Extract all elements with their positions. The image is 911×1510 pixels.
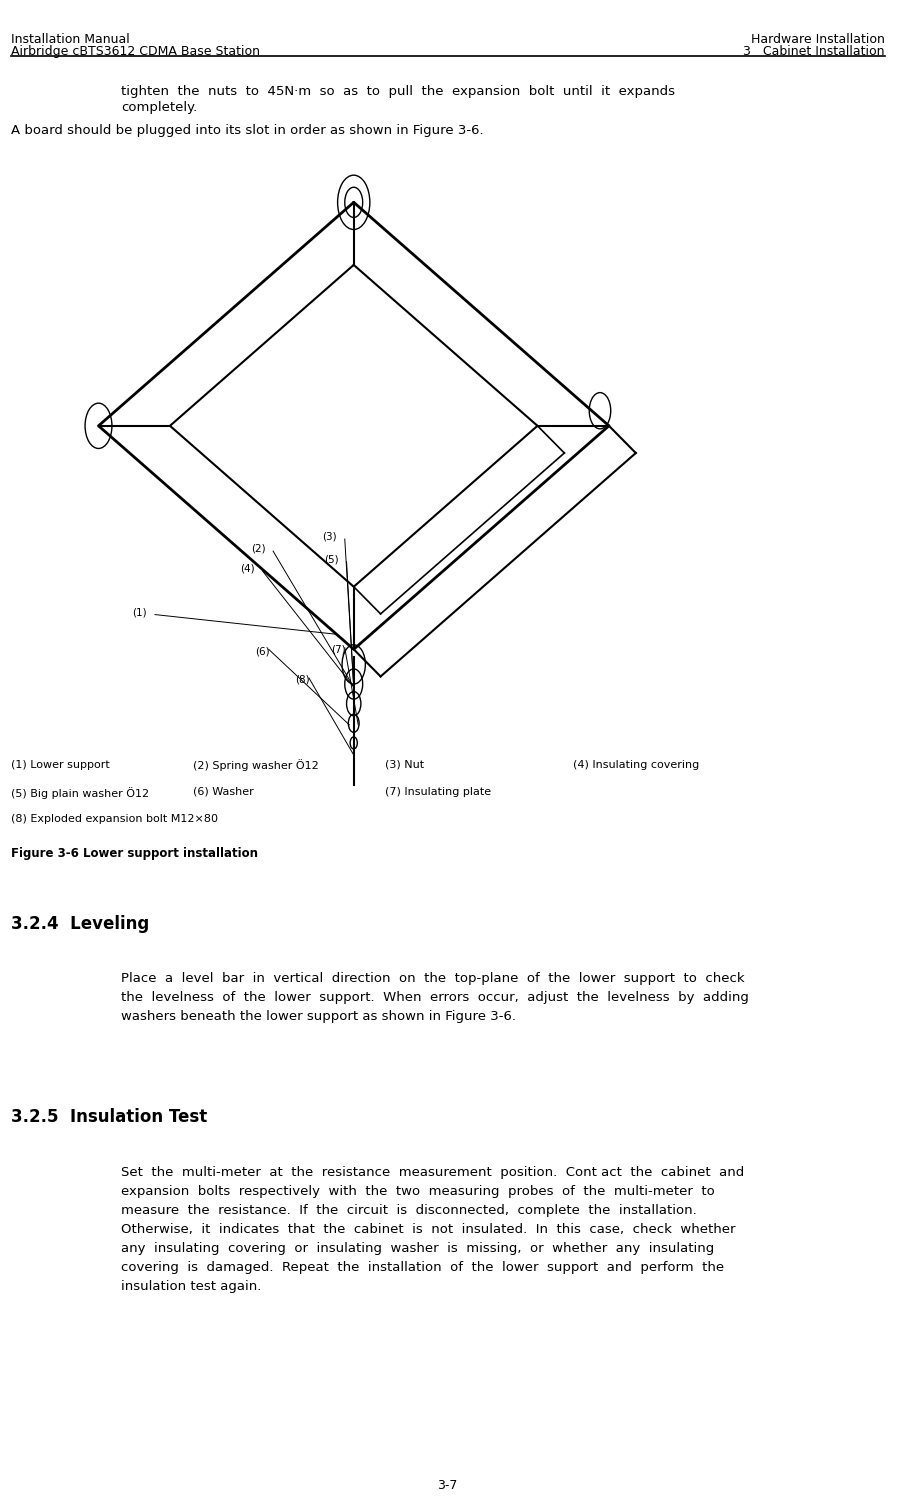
Text: (8) Exploded expansion bolt M12×80: (8) Exploded expansion bolt M12×80 xyxy=(11,814,218,824)
Text: Installation Manual: Installation Manual xyxy=(11,33,129,47)
Text: 3.2.5  Insulation Test: 3.2.5 Insulation Test xyxy=(11,1108,207,1126)
Text: 3-7: 3-7 xyxy=(437,1478,457,1492)
Text: (1) Lower support: (1) Lower support xyxy=(11,760,109,770)
Text: tighten  the  nuts  to  45N·m  so  as  to  pull  the  expansion  bolt  until  it: tighten the nuts to 45N·m so as to pull … xyxy=(121,85,674,98)
Text: (8): (8) xyxy=(295,675,310,686)
Text: (3) Nut: (3) Nut xyxy=(384,760,424,770)
Text: A board should be plugged into its slot in order as shown in Figure 3-6.: A board should be plugged into its slot … xyxy=(11,124,483,137)
Text: (7) Insulating plate: (7) Insulating plate xyxy=(384,787,491,797)
Text: Hardware Installation: Hardware Installation xyxy=(750,33,884,47)
Text: Figure 3-6 Lower support installation: Figure 3-6 Lower support installation xyxy=(11,847,258,861)
Text: completely.: completely. xyxy=(121,101,197,115)
Text: (1): (1) xyxy=(132,607,147,618)
Text: (4): (4) xyxy=(240,563,254,574)
Text: (4) Insulating covering: (4) Insulating covering xyxy=(572,760,699,770)
Text: (6) Washer: (6) Washer xyxy=(192,787,253,797)
Text: (6): (6) xyxy=(255,646,270,657)
Text: (5): (5) xyxy=(323,554,338,565)
Text: 3   Cabinet Installation: 3 Cabinet Installation xyxy=(742,45,884,59)
Text: (7): (7) xyxy=(331,645,345,655)
Text: Airbridge cBTS3612 CDMA Base Station: Airbridge cBTS3612 CDMA Base Station xyxy=(11,45,260,59)
Text: (2) Spring washer Ö12: (2) Spring washer Ö12 xyxy=(192,760,318,772)
Text: 3.2.4  Leveling: 3.2.4 Leveling xyxy=(11,915,148,933)
Text: (2): (2) xyxy=(251,544,265,554)
Text: Set  the  multi-meter  at  the  resistance  measurement  position.  Cont act  th: Set the multi-meter at the resistance me… xyxy=(121,1166,743,1293)
Text: (5) Big plain washer Ö12: (5) Big plain washer Ö12 xyxy=(11,787,148,799)
Text: (3): (3) xyxy=(322,532,337,542)
Text: Place  a  level  bar  in  vertical  direction  on  the  top-plane  of  the  lowe: Place a level bar in vertical direction … xyxy=(121,972,748,1024)
